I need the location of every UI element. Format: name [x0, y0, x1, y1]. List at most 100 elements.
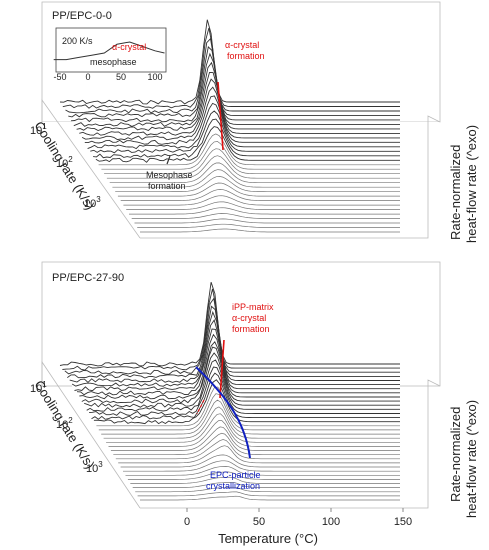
- heat-flow-curve: [126, 201, 400, 210]
- ipp-annotation-line3: formation: [232, 324, 270, 334]
- inset-alpha-label: α-crystal: [112, 42, 146, 52]
- heat-flow-curve: [123, 195, 400, 206]
- curve-fill: [120, 454, 400, 470]
- floor-left-edge: [41, 98, 141, 239]
- ipp-annotation-line2: α-crystal: [232, 313, 266, 323]
- top-panel: PP/EPC-0-0 200 K/s α-crystal mesophase -…: [30, 1, 479, 243]
- y-tick: 101: [30, 122, 47, 137]
- heat-flow-curve: [120, 189, 400, 201]
- heat-flow-curve: [87, 102, 400, 150]
- alpha-guide-line: [217, 81, 224, 151]
- inset-xtick: -50: [53, 72, 66, 82]
- heat-flow-curve: [96, 386, 400, 427]
- heat-flow-curve: [93, 118, 400, 159]
- meso-annotation-line2: formation: [148, 181, 186, 191]
- heat-flow-curve: [65, 37, 400, 114]
- inset: 200 K/s α-crystal mesophase -50 0 50 100: [53, 27, 167, 82]
- heat-flow-curve: [140, 495, 400, 501]
- heat-flow-curve: [81, 86, 400, 141]
- heat-flow-curve: [98, 133, 400, 166]
- heat-flow-curve: [120, 454, 400, 468]
- curve-fill: [140, 229, 400, 234]
- heat-flow-curve: [106, 155, 400, 179]
- curve-fill: [130, 477, 401, 486]
- heat-flow-curve: [115, 176, 400, 193]
- heat-flow-curve: [91, 372, 400, 420]
- inset-meso-label: mesophase: [90, 57, 137, 67]
- bottom-panel-title: PP/EPC-27-90: [52, 272, 124, 284]
- z-axis-title-line2: heat-flow rate (^exo): [464, 400, 479, 518]
- heat-flow-curve: [118, 445, 400, 464]
- top-curves: [59, 19, 401, 234]
- x-tick-label: 100: [322, 516, 340, 528]
- inset-curve: [53, 41, 165, 61]
- heat-flow-curve: [110, 426, 400, 451]
- curve-fill: [140, 496, 400, 502]
- x-axis-title: Temperature (°C): [218, 531, 318, 546]
- heat-flow-curve: [137, 223, 400, 228]
- heat-flow-curve: [108, 420, 400, 447]
- curve-fill: [126, 201, 400, 212]
- heat-flow-curve: [123, 460, 400, 472]
- y-tick: 102: [56, 155, 73, 170]
- x-tick-label: 150: [394, 516, 412, 528]
- alpha-annotation-line2: formation: [227, 51, 265, 61]
- inset-rate-label: 200 K/s: [62, 36, 93, 46]
- inset-box: [55, 27, 167, 73]
- inset-xtick: 100: [147, 72, 162, 82]
- heat-flow-curve: [84, 352, 400, 408]
- curve-fill: [134, 218, 400, 226]
- heat-flow-curve: [81, 346, 400, 404]
- heat-flow-curve: [62, 27, 400, 109]
- z-axis-title-line1: Rate-normalized: [448, 407, 463, 502]
- curve-fill: [125, 466, 400, 478]
- meso-guide-line: [166, 155, 171, 165]
- z-axis-title-line2: heat-flow rate (^exo): [464, 125, 479, 243]
- heat-flow-curve: [135, 486, 400, 493]
- meso-annotation-line1: Mesophase: [146, 170, 193, 180]
- floor-base-edge: [140, 379, 441, 509]
- curve-fill: [127, 471, 401, 482]
- heat-flow-curve: [76, 72, 400, 132]
- heat-flow-curve: [59, 19, 400, 105]
- y-tick: 101: [30, 380, 47, 395]
- heat-flow-curve: [140, 228, 400, 233]
- heat-flow-curve: [73, 61, 400, 127]
- heat-flow-curve: [113, 432, 400, 456]
- heat-flow-curve: [79, 340, 400, 400]
- heat-flow-curve: [125, 466, 400, 476]
- curve-fill: [117, 183, 401, 199]
- heat-flow-curve: [79, 78, 400, 136]
- heat-flow-curve: [131, 213, 400, 219]
- top-panel-title: PP/EPC-0-0: [52, 10, 112, 22]
- y-tick: 102: [56, 416, 73, 431]
- curve-fill: [113, 433, 401, 457]
- heat-flow-curve: [76, 333, 400, 396]
- epc-annotation-line1: EPC-particle: [210, 470, 261, 480]
- x-tick-label: 0: [184, 516, 190, 528]
- epc-annotation-line2: crystallization: [206, 481, 260, 491]
- heat-flow-curve: [64, 297, 400, 375]
- heat-flow-curve: [68, 45, 400, 118]
- heat-flow-curve: [59, 282, 400, 367]
- heat-flow-curve: [129, 207, 400, 215]
- heat-flow-curve: [89, 366, 400, 416]
- heat-flow-curve: [74, 328, 400, 392]
- heat-flow-curve: [115, 439, 400, 460]
- heat-flow-curve: [106, 413, 400, 443]
- heat-flow-curve: [112, 169, 400, 188]
- z-axis-title-line1: Rate-normalized: [448, 145, 463, 240]
- curve-fill: [120, 189, 400, 203]
- curve-fill: [137, 224, 400, 230]
- bottom-curves: [59, 282, 401, 502]
- curve-fill: [123, 460, 400, 474]
- curve-fill: [129, 207, 400, 217]
- bottom-panel: PP/EPC-27-90 iPP-matrix α-crystal format…: [30, 261, 479, 546]
- floor-left-edge: [41, 360, 141, 509]
- heat-flow-curve: [109, 162, 400, 184]
- heat-flow-curve: [98, 393, 400, 431]
- x-axis: 0 50 100 150: [184, 508, 412, 528]
- epc-guide-line: [195, 366, 251, 459]
- heat-flow-curve: [93, 379, 400, 425]
